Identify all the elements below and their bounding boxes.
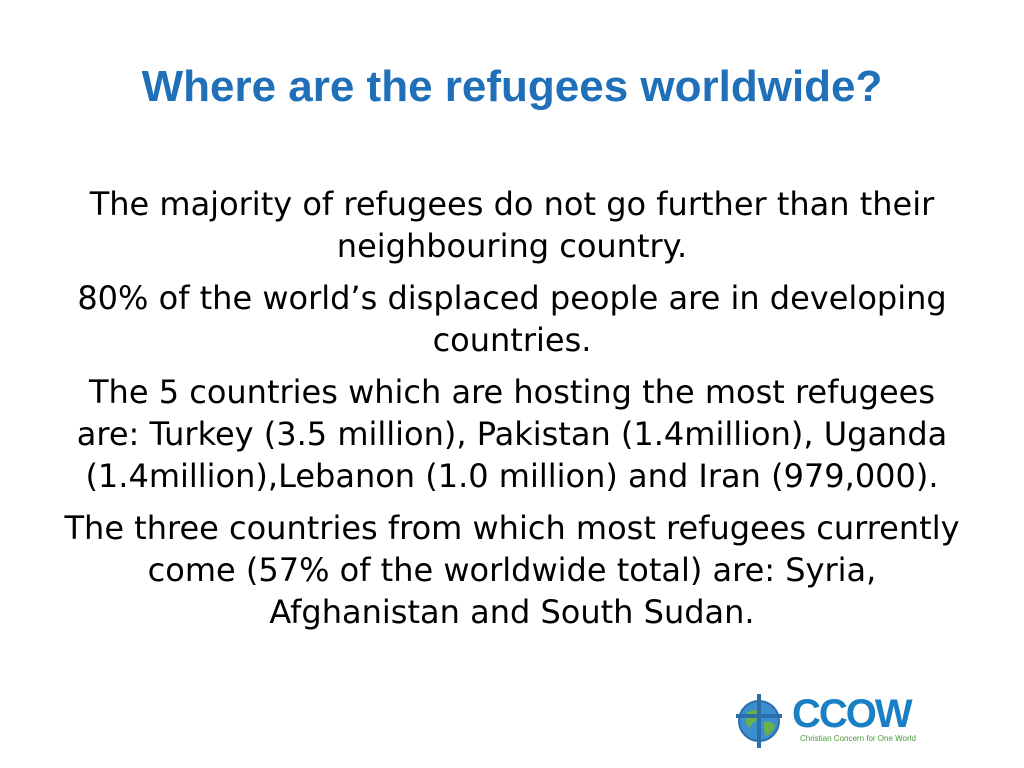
paragraph-host-countries: The 5 countries which are hosting the mo… bbox=[76, 373, 948, 495]
paragraph-neighbouring: The majority of refugees do not go furth… bbox=[89, 185, 935, 265]
slide-title: Where are the refugees worldwide? bbox=[141, 62, 883, 111]
slide-body: The majority of refugees do not go furth… bbox=[60, 183, 964, 643]
paragraph-developing: 80% of the world’s displaced people are … bbox=[77, 279, 947, 359]
globe-cross-icon bbox=[736, 694, 782, 748]
ccow-logo: CCOW Christian Concern for One World bbox=[730, 690, 960, 750]
logo-tagline: Christian Concern for One World bbox=[800, 734, 916, 743]
paragraph-origin-countries: The three countries from which most refu… bbox=[64, 509, 960, 631]
logo-wordmark: CCOW bbox=[792, 692, 913, 736]
